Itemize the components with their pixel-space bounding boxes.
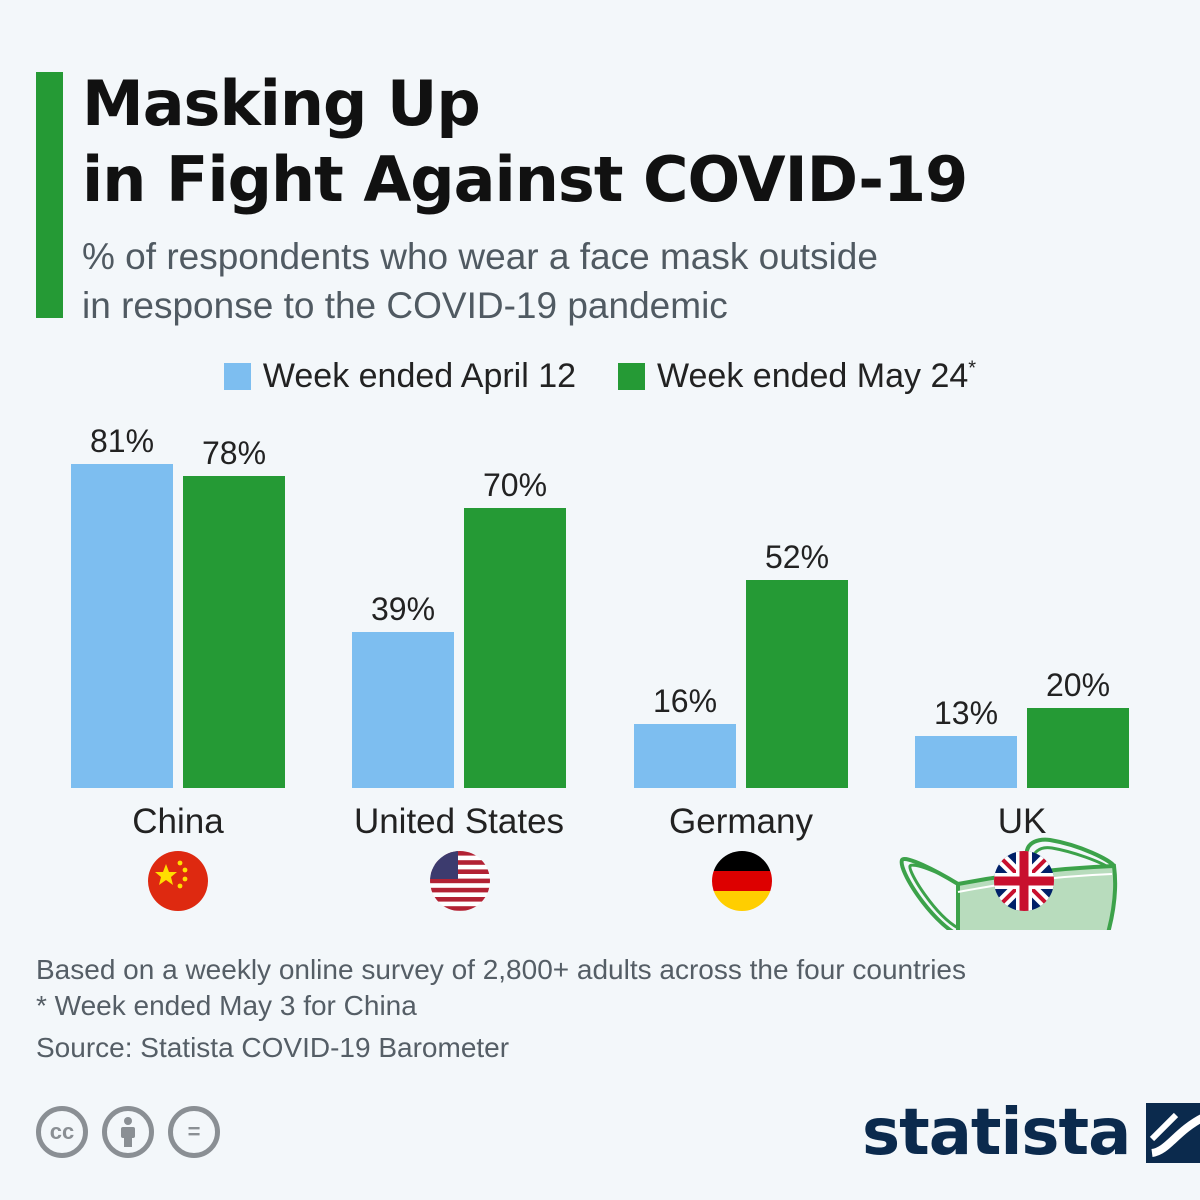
- cc-icon[interactable]: cc: [36, 1106, 88, 1158]
- flag-germany-icon: [712, 851, 772, 911]
- statista-logo-icon: [1146, 1103, 1200, 1163]
- data-label-united-states-series-1: 39%: [371, 591, 435, 627]
- bar-uk-series-1: [915, 736, 1017, 788]
- footer-note-china: * Week ended May 3 for China: [36, 990, 417, 1021]
- flag-usa-icon: [430, 851, 490, 911]
- bar-germany-series-2: [746, 580, 848, 788]
- title-line-1: Masking Up: [82, 67, 481, 140]
- category-label-uk: UK: [998, 802, 1047, 841]
- title-accent-bar: [36, 72, 63, 318]
- bar-united-states-series-1: [352, 632, 454, 788]
- attribution-icon[interactable]: [102, 1106, 154, 1158]
- flags-layer: [148, 851, 1054, 911]
- category-label-china: China: [132, 802, 224, 841]
- legend-label-may-text: Week ended May 24: [657, 356, 969, 395]
- data-label-united-states-series-2: 70%: [483, 467, 547, 503]
- bar-chart: 81% 78% China 39% 70% United States 16% 52% Germ…: [71, 423, 1129, 930]
- data-label-china-series-2: 78%: [202, 435, 266, 471]
- title-line-2: in Fight Against COVID-19: [82, 143, 968, 216]
- chart-footer: Based on a weekly online survey of 2,800…: [36, 952, 1176, 1066]
- chart-legend: Week ended April 12 Week ended May 24*: [0, 354, 1200, 398]
- bar-china-series-2: [183, 476, 285, 788]
- license-icons: cc =: [36, 1106, 220, 1158]
- bar-china-series-1: [71, 464, 173, 788]
- legend-swatch-april: [223, 362, 251, 390]
- category-label-united-states: United States: [354, 802, 564, 841]
- bar-germany-series-1: [634, 724, 736, 788]
- data-label-uk-series-2: 20%: [1046, 667, 1110, 703]
- legend-item-may: Week ended May 24*: [618, 357, 976, 396]
- subtitle-line-2: in response to the COVID-19 pandemic: [82, 285, 728, 326]
- flag-uk-icon: [994, 851, 1054, 911]
- footer-note-survey: Based on a weekly online survey of 2,800…: [36, 954, 966, 985]
- statista-logo[interactable]: statista: [862, 1096, 1200, 1170]
- flag-china-icon: [148, 851, 208, 911]
- subtitle-line-1: % of respondents who wear a face mask ou…: [82, 236, 878, 277]
- category-label-germany: Germany: [669, 802, 813, 841]
- no-derivatives-icon[interactable]: =: [168, 1106, 220, 1158]
- legend-swatch-may: [618, 362, 646, 390]
- data-label-germany-series-2: 52%: [765, 539, 829, 575]
- legend-item-april: Week ended April 12: [223, 356, 577, 396]
- chart-subtitle: % of respondents who wear a face mask ou…: [82, 232, 1172, 330]
- bar-uk-series-2: [1027, 708, 1129, 788]
- bar-united-states-series-2: [464, 508, 566, 788]
- legend-label-april: Week ended April 12: [262, 356, 577, 395]
- chart-title: Masking Up in Fight Against COVID-19: [82, 66, 1162, 218]
- footer-source: Source: Statista COVID-19 Barometer: [36, 1032, 510, 1063]
- legend-asterisk: *: [968, 357, 977, 380]
- data-label-china-series-1: 81%: [90, 423, 154, 459]
- data-label-germany-series-1: 16%: [653, 683, 717, 719]
- legend-label-may: Week ended May 24*: [657, 357, 976, 396]
- bars-layer: 81% 78% China 39% 70% United States 16% 52% Germ…: [71, 423, 1129, 841]
- data-label-uk-series-1: 13%: [934, 695, 998, 731]
- statista-wordmark: statista: [862, 1096, 1131, 1170]
